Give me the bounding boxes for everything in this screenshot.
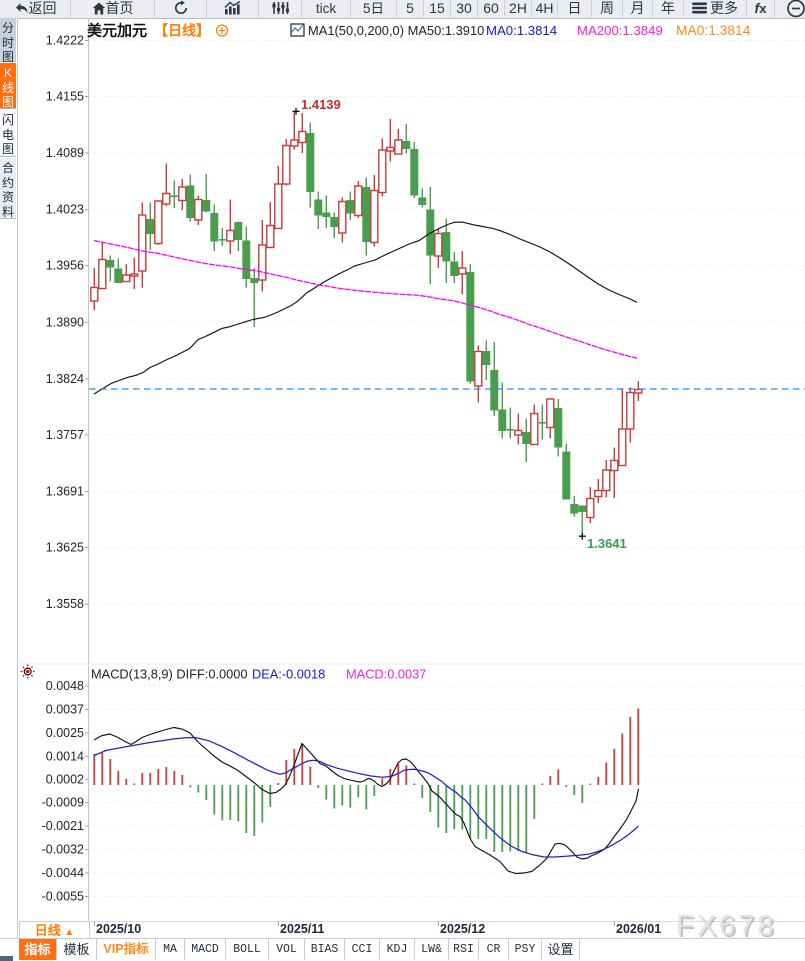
svg-text:MA0:1.3814: MA0:1.3814 [676, 23, 751, 38]
svg-text:0.0037: 0.0037 [46, 703, 84, 717]
svg-text:MACD:0.0037: MACD:0.0037 [346, 667, 426, 682]
svg-text:MA0:1.3814: MA0:1.3814 [486, 23, 557, 38]
svg-text:1.4139: 1.4139 [301, 97, 341, 112]
svg-text:MA200:1.3849: MA200:1.3849 [577, 23, 663, 38]
svg-text:1.4089: 1.4089 [46, 146, 84, 160]
svg-text:1.3890: 1.3890 [46, 315, 84, 329]
svg-text:1.3824: 1.3824 [46, 372, 84, 386]
svg-text:0.0014: 0.0014 [46, 750, 84, 764]
svg-text:0.0048: 0.0048 [46, 679, 84, 693]
svg-text:MACD(13,8,9) DIFF:0.0000: MACD(13,8,9) DIFF:0.0000 [91, 667, 247, 682]
svg-text:-0.0055: -0.0055 [42, 890, 84, 904]
svg-text:-0.0021: -0.0021 [42, 819, 84, 833]
svg-text:美元加元: 美元加元 [87, 22, 147, 40]
svg-text:MA1(50,0,200,0) MA50:1.3910: MA1(50,0,200,0) MA50:1.3910 [308, 23, 484, 38]
svg-text:1.4222: 1.4222 [46, 34, 84, 48]
svg-text:0.0002: 0.0002 [46, 772, 84, 786]
svg-text:-0.0044: -0.0044 [42, 866, 84, 880]
svg-text:DEA:-0.0018: DEA:-0.0018 [252, 667, 325, 682]
svg-text:【日线】: 【日线】 [154, 23, 210, 39]
svg-text:1.3691: 1.3691 [46, 485, 84, 499]
svg-text:1.3625: 1.3625 [46, 541, 84, 555]
svg-text:-0.0009: -0.0009 [42, 796, 84, 810]
svg-text:1.3641: 1.3641 [587, 536, 627, 551]
svg-text:0.0025: 0.0025 [46, 726, 84, 740]
svg-text:1.3757: 1.3757 [46, 428, 84, 442]
svg-text:-0.0032: -0.0032 [42, 843, 84, 857]
svg-text:1.3558: 1.3558 [46, 597, 84, 611]
svg-text:1.4023: 1.4023 [46, 203, 84, 217]
svg-text:1.3956: 1.3956 [46, 259, 84, 273]
svg-text:1.4155: 1.4155 [46, 90, 84, 104]
